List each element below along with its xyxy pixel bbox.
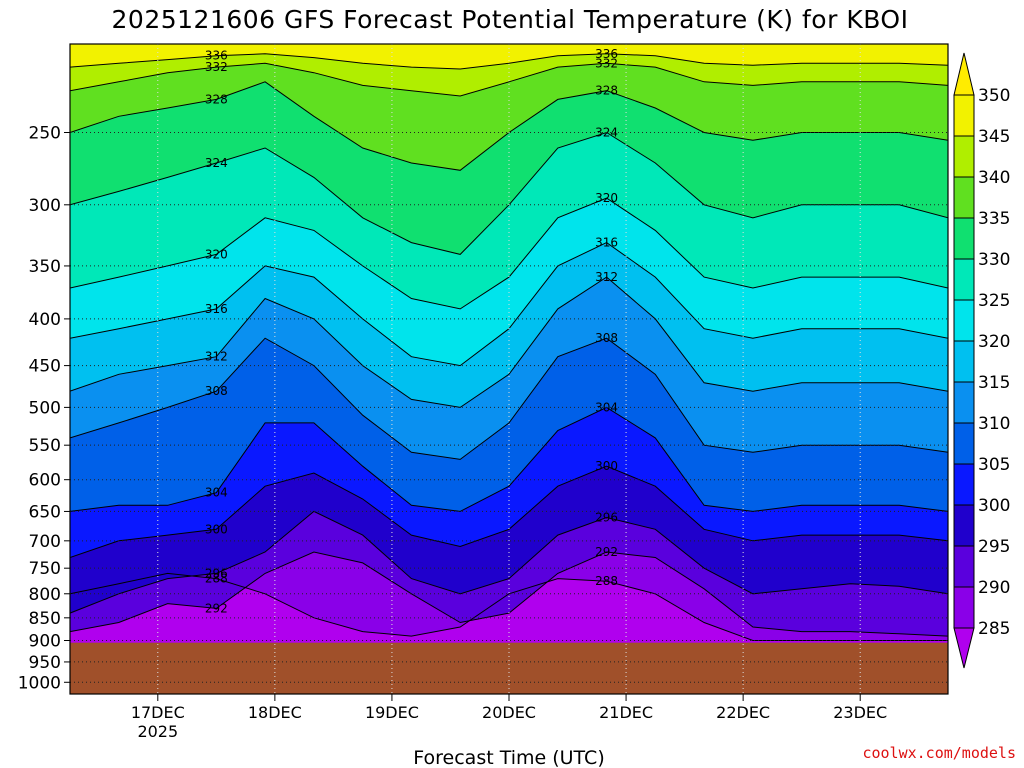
contour-lines (70, 53, 948, 641)
xtick-label-21DEC: 21DEC (599, 703, 653, 722)
xtick-label-17DEC: 17DEC (131, 703, 185, 722)
colorbar-band-295 (953, 504, 975, 547)
contour-label-308-0: 308 (205, 384, 228, 398)
colorbar: 285 290 295 300 305 310 315 320 325 330 335 340 345 3… (953, 52, 1010, 669)
contour-line-332 (70, 62, 948, 97)
credit-text[interactable]: coolwx.com/models (862, 744, 1016, 762)
colorbar-label-345: 345 (978, 127, 1010, 147)
xtick-label-22DEC: 22DEC (716, 703, 770, 722)
colorbar-label-310: 310 (978, 414, 1010, 434)
contour-label-316-1: 316 (595, 236, 618, 250)
contour-line-300 (70, 465, 948, 558)
contour-label-304-0: 304 (205, 486, 228, 500)
contour-label-288-1: 288 (595, 574, 618, 588)
colorbar-label-315: 315 (978, 373, 1010, 393)
grid-lines (70, 44, 948, 694)
ytick-label-600: 600 (29, 471, 61, 491)
colorbar-label-330: 330 (978, 250, 1010, 270)
colorbar-band-315 (953, 340, 975, 383)
ytick-label-1000: 1000 (18, 673, 61, 693)
colorbar-label-295: 295 (978, 537, 1010, 557)
contour-label-296-0: 296 (205, 566, 228, 580)
xtick-label-19DEC: 19DEC (365, 703, 419, 722)
colorbar-band-320 (953, 299, 975, 342)
ytick-label-550: 550 (29, 436, 61, 456)
contour-label-324-0: 324 (205, 156, 228, 170)
contour-label-328-1: 328 (595, 84, 618, 98)
contour-label-332-0: 332 (205, 60, 228, 74)
contour-line-304 (70, 406, 948, 512)
contour-label-292-1: 292 (595, 545, 618, 559)
colorbar-label-320: 320 (978, 332, 1010, 352)
ytick-label-800: 800 (29, 585, 61, 605)
ytick-label-900: 900 (29, 631, 61, 651)
contour-label-316-0: 316 (205, 302, 228, 316)
ytick-label-500: 500 (29, 398, 61, 418)
ytick-label-350: 350 (29, 257, 61, 277)
colorbar-band-285 (953, 586, 975, 629)
contour-label-300-1: 300 (595, 459, 618, 473)
colorbar-label-335: 335 (978, 209, 1010, 229)
colorbar-band-330 (953, 217, 975, 260)
colorbar-band-340 (953, 135, 975, 178)
ytick-label-400: 400 (29, 310, 61, 330)
colorbar-arrow-low (953, 627, 975, 669)
contour-line-336 (70, 53, 948, 70)
colorbar-arrow-high (953, 52, 975, 96)
ytick-label-850: 850 (29, 609, 61, 629)
colorbar-band-310 (953, 381, 975, 424)
colorbar-label-290: 290 (978, 578, 1010, 598)
colorbar-label-350: 350 (978, 86, 1010, 106)
ytick-label-700: 700 (29, 532, 61, 552)
colorbar-band-305 (953, 422, 975, 465)
contour-label-328-0: 328 (205, 92, 228, 106)
xtick-label-23DEC: 23DEC (833, 703, 887, 722)
ytick-label-450: 450 (29, 357, 61, 377)
ytick-label-650: 650 (29, 502, 61, 522)
colorbar-band-325 (953, 258, 975, 301)
colorbar-label-305: 305 (978, 455, 1010, 475)
ytick-label-950: 950 (29, 653, 61, 673)
contour-line-296 (70, 510, 948, 614)
y-axis-ticks: 2503003504004505005506006507007508008509… (18, 123, 70, 693)
contour-line-292 (70, 551, 948, 637)
colorbar-band-335 (953, 176, 975, 219)
temperature-fill-layers (70, 44, 948, 694)
contour-labels: 288 2882922922962963003003043043083083123… (205, 47, 618, 616)
xtick-label-20DEC: 20DEC (482, 703, 536, 722)
contour-label-288-0: 288 (205, 572, 228, 586)
colorbar-label-340: 340 (978, 168, 1010, 188)
contour-label-312-1: 312 (595, 270, 618, 284)
contour-line-320 (70, 197, 948, 310)
contour-label-336-0: 336 (205, 49, 228, 63)
contour-label-332-1: 332 (595, 56, 618, 70)
chart-title: 2025121606 GFS Forecast Potential Temper… (112, 5, 909, 34)
ytick-label-250: 250 (29, 123, 61, 143)
contour-label-320-1: 320 (595, 191, 618, 205)
xtick-sublabel-17DEC: 2025 (137, 722, 178, 741)
contour-label-320-0: 320 (205, 247, 228, 261)
contour-label-300-0: 300 (205, 522, 228, 536)
contour-line-312 (70, 276, 948, 408)
colorbar-label-300: 300 (978, 496, 1010, 516)
contour-label-296-1: 296 (595, 511, 618, 525)
x-axis-label: Forecast Time (UTC) (413, 747, 604, 768)
contour-label-292-0: 292 (205, 601, 228, 615)
contour-label-312-0: 312 (205, 350, 228, 364)
contour-line-288 (70, 572, 948, 641)
colorbar-band-290 (953, 545, 975, 588)
ytick-label-300: 300 (29, 196, 61, 216)
contour-label-308-1: 308 (595, 331, 618, 345)
contour-label-336-1: 336 (595, 47, 618, 61)
colorbar-label-285: 285 (978, 619, 1010, 639)
xtick-label-18DEC: 18DEC (248, 703, 302, 722)
colorbar-label-325: 325 (978, 291, 1010, 311)
colorbar-band-345 (953, 94, 975, 137)
colorbar-band-300 (953, 463, 975, 506)
contour-line-308 (70, 337, 948, 460)
ytick-label-750: 750 (29, 559, 61, 579)
